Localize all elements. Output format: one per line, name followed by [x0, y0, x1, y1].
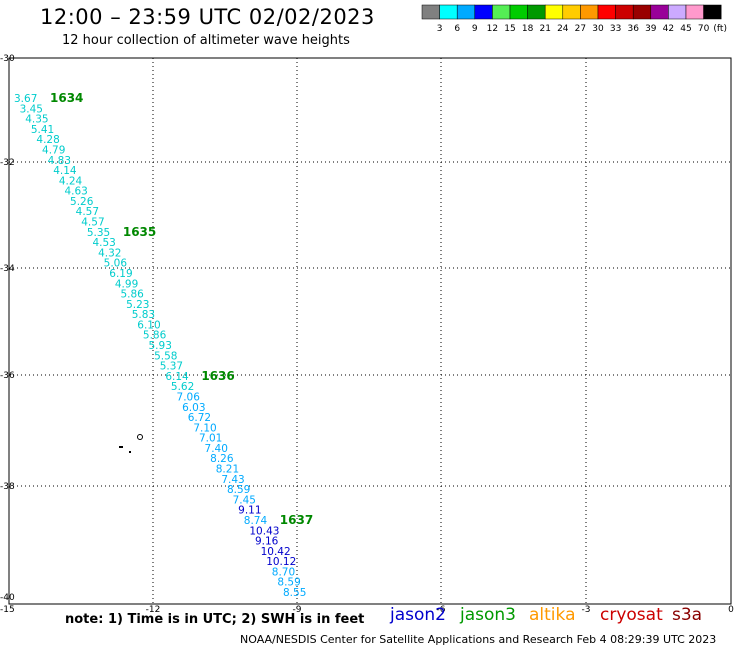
- swh-value: 7.01: [199, 433, 222, 445]
- swh-value: 7.43: [221, 474, 244, 486]
- swh-value: 9.11: [238, 505, 261, 517]
- swh-value: 7.10: [193, 422, 216, 434]
- swh-value: 5.86: [143, 330, 167, 342]
- swh-value: 4.24: [59, 175, 83, 187]
- scale-label: 3: [437, 24, 443, 34]
- scale-label: 42: [663, 24, 674, 34]
- swh-value: 5.37: [160, 361, 183, 373]
- footer-credit: NOAA/NESDIS Center for Satellite Applica…: [240, 633, 717, 646]
- lon-tick-label: -15: [0, 605, 15, 615]
- swh-value: 8.26: [210, 453, 234, 465]
- swh-value: 6.72: [188, 412, 211, 424]
- swh-value: 4.53: [92, 237, 115, 249]
- satellite-jason2: jason2: [390, 605, 446, 625]
- island: [119, 446, 123, 448]
- swh-value: 8.21: [216, 464, 239, 476]
- swh-value: 5.86: [120, 289, 144, 301]
- satellite-s3a: s3a: [672, 605, 703, 625]
- lat-tick-label: -38: [0, 482, 15, 492]
- pass-label: 1636: [201, 369, 234, 383]
- swh-value: 5.41: [31, 124, 54, 136]
- satellite-jason3: jason3: [460, 605, 516, 625]
- scale-label: 27: [575, 24, 586, 34]
- swh-value: 4.32: [98, 247, 121, 259]
- pass-label: 1634: [50, 91, 83, 105]
- color-scale: 3 6 9 12 15 18 21 24 27 30 33 36 39 42 45 70 (ft): [421, 4, 727, 34]
- swh-value: 4.63: [64, 186, 87, 198]
- swh-value: 5.06: [104, 258, 128, 270]
- swh-value: 4.57: [81, 217, 104, 229]
- swh-value: 6.19: [109, 268, 132, 280]
- lat-tick-label: -40: [0, 593, 15, 603]
- swh-value: 3.67: [14, 93, 37, 105]
- scale-label: 6: [454, 24, 460, 34]
- swh-value: 5.26: [70, 196, 94, 208]
- swh-value: 7.45: [233, 494, 256, 506]
- swh-value: 5.83: [132, 309, 155, 321]
- swh-value: 5.62: [171, 381, 194, 393]
- scale-swatch: [703, 4, 722, 20]
- swh-value: 8.74: [244, 515, 268, 527]
- island: [129, 451, 131, 453]
- swh-value: 6.14: [165, 371, 189, 383]
- swh-value: 4.79: [42, 144, 65, 156]
- scale-label: 36: [627, 24, 639, 34]
- scale-label: 9: [472, 24, 478, 34]
- swh-value: 4.14: [53, 165, 77, 177]
- scale-label: 18: [522, 24, 534, 34]
- lat-tick-label: -36: [0, 371, 15, 381]
- lat-tick-label: -34: [0, 264, 15, 274]
- scale-label: 70: [698, 24, 710, 34]
- scale-label: 30: [592, 24, 604, 34]
- lon-tick-label: -3: [582, 605, 591, 615]
- swh-value: 7.06: [177, 391, 201, 403]
- pass-label: 1637: [280, 513, 313, 527]
- swh-value: 5.93: [149, 340, 172, 352]
- scale-label: 39: [645, 24, 657, 34]
- map-subtitle: 12 hour collection of altimeter wave hei…: [62, 33, 350, 48]
- swh-value: 8.55: [283, 587, 306, 599]
- scale-label: 12: [487, 24, 498, 34]
- map-frame: [8, 57, 732, 605]
- scale-unit-label: (ft): [713, 24, 727, 34]
- satellite-altika: altika: [529, 605, 576, 625]
- swh-value: 7.40: [205, 443, 228, 455]
- lon-tick-label: -9: [293, 605, 302, 615]
- scale-label: 24: [557, 24, 569, 34]
- swh-value: 6.10: [137, 319, 160, 331]
- lat-tick-label: -32: [0, 158, 15, 168]
- swh-value: 4.99: [115, 278, 138, 290]
- swh-value: 8.70: [272, 566, 295, 578]
- scale-label: 21: [539, 24, 550, 34]
- swh-value: 10.43: [249, 525, 279, 537]
- swh-value: 5.58: [154, 350, 177, 362]
- lon-tick-label: -6: [437, 605, 446, 615]
- swh-value: 4.35: [25, 114, 48, 126]
- lon-tick-label: -12: [146, 605, 161, 615]
- map-title: 12:00 – 23:59 UTC 02/02/2023: [40, 5, 375, 29]
- satellite-cryosat: cryosat: [600, 605, 663, 625]
- swh-value: 4.83: [48, 155, 71, 167]
- swh-value: 3.45: [20, 103, 43, 115]
- scale-label: 33: [610, 24, 621, 34]
- lat-tick-label: -30: [0, 54, 15, 64]
- swh-value: 6.03: [182, 402, 205, 414]
- pass-label: 1635: [123, 225, 156, 239]
- swh-value: 9.16: [255, 536, 279, 548]
- swh-value: 8.59: [227, 484, 250, 496]
- island: [137, 434, 143, 440]
- swh-value: 4.28: [36, 134, 59, 146]
- swh-value: 4.57: [76, 206, 99, 218]
- swh-value: 10.12: [266, 556, 296, 568]
- swh-value: 10.42: [261, 546, 291, 558]
- footer-note: note: 1) Time is in UTC; 2) SWH is in fe…: [65, 612, 365, 627]
- swh-value: 5.35: [87, 227, 110, 239]
- swh-value: 5.23: [126, 299, 149, 311]
- scale-label: 45: [680, 24, 691, 34]
- lon-tick-label: 0: [728, 605, 734, 615]
- scale-label: 15: [504, 24, 515, 34]
- swh-value: 8.59: [277, 577, 300, 589]
